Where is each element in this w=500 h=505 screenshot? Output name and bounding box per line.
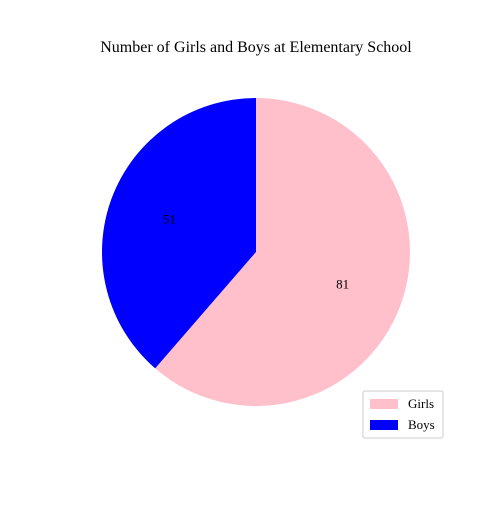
pie-slice-girls [155, 98, 410, 407]
legend-swatch-boys [370, 420, 398, 430]
pie-value-labels: 81 51 [163, 212, 349, 292]
pie-slices [102, 98, 410, 407]
legend-swatch-girls [370, 399, 398, 409]
pie-slice-boys [102, 98, 257, 369]
pie-value-label-girls: 81 [336, 276, 349, 291]
chart-title: Number of Girls and Boys at Elementary S… [100, 39, 412, 56]
legend-label-boys: Boys [408, 417, 435, 432]
legend-label-girls: Girls [408, 396, 434, 411]
pie-value-label-boys: 51 [163, 212, 176, 227]
legend: Girls Boys [362, 390, 444, 439]
